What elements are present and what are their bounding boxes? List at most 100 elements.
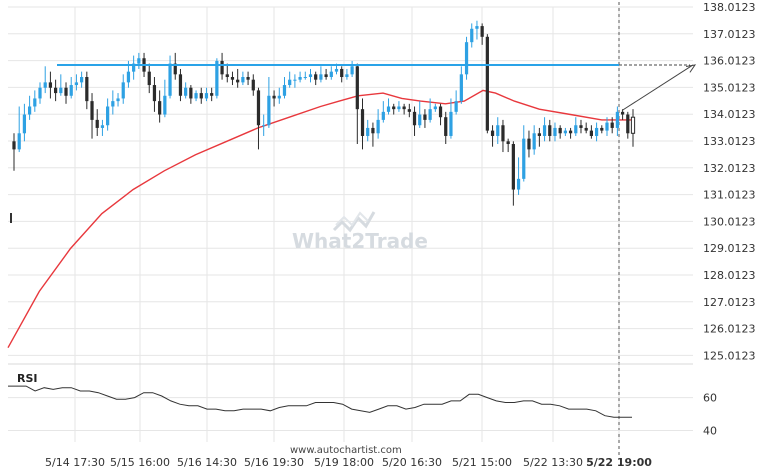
candle xyxy=(100,119,105,136)
candle xyxy=(381,101,385,123)
candle xyxy=(516,157,521,195)
projection-arrow xyxy=(621,64,694,111)
candle-body xyxy=(262,125,266,127)
candle xyxy=(615,106,620,136)
candle-body xyxy=(132,63,136,72)
candle xyxy=(548,119,552,142)
candle-body xyxy=(574,125,578,134)
candle xyxy=(194,90,198,102)
candle xyxy=(438,103,443,126)
candle xyxy=(574,117,578,136)
candle xyxy=(579,119,583,134)
candle xyxy=(69,77,73,99)
candle xyxy=(584,122,588,134)
candle xyxy=(225,63,229,83)
candle xyxy=(236,68,240,88)
candle-body xyxy=(542,125,547,136)
grid-lines xyxy=(8,2,693,455)
candle-body xyxy=(282,85,287,96)
candle xyxy=(106,98,110,131)
candle xyxy=(308,68,313,83)
y-tick-label: 134.0123 xyxy=(703,108,756,121)
rsi-panel: RSI 60 40 xyxy=(8,363,717,437)
candle-body xyxy=(366,127,370,136)
candle-body xyxy=(277,95,281,99)
candle xyxy=(85,71,89,110)
candle-body xyxy=(464,42,469,75)
candle-body xyxy=(95,119,99,128)
candle xyxy=(33,90,37,112)
candle-body xyxy=(199,93,203,99)
candle-body xyxy=(324,74,328,78)
candle-body xyxy=(189,87,193,99)
candle xyxy=(324,68,328,80)
candle-body xyxy=(428,109,432,120)
y-tick-label: 136.0123 xyxy=(703,55,756,68)
candle-body xyxy=(630,116,636,134)
candle xyxy=(532,125,536,155)
candle xyxy=(506,138,510,153)
candle-body xyxy=(615,111,620,128)
candle-body xyxy=(454,101,458,112)
candle-body xyxy=(319,74,323,80)
candle-body xyxy=(584,127,588,131)
candle xyxy=(48,71,53,99)
candle-body xyxy=(610,122,614,128)
y-tick-label: 133.0123 xyxy=(703,135,756,148)
candle xyxy=(27,95,32,120)
candle xyxy=(199,87,203,104)
candle xyxy=(267,77,271,128)
candle-body xyxy=(511,144,515,190)
candle xyxy=(319,66,323,83)
y-tick-label: 137.0123 xyxy=(703,28,756,41)
candle xyxy=(256,87,261,150)
candle xyxy=(360,98,365,150)
candle-body xyxy=(626,114,630,134)
y-axis: 138.0123 137.0123 136.0123 135.0123 134.0123… xyxy=(703,1,756,362)
candle-body xyxy=(293,79,297,81)
candle-body xyxy=(568,130,573,134)
candle-body xyxy=(329,71,333,78)
candle xyxy=(272,90,276,107)
candle-body xyxy=(620,111,625,115)
candle xyxy=(605,117,609,136)
candle-body xyxy=(33,98,37,107)
candle xyxy=(392,103,396,115)
candle xyxy=(22,103,27,142)
candle-body xyxy=(350,66,354,75)
candle-body xyxy=(579,125,583,128)
projection-arrowhead xyxy=(686,64,697,73)
x-tick-label: 5/22 13:30 xyxy=(523,456,583,469)
candle-body xyxy=(397,106,401,110)
candle-body xyxy=(90,101,94,120)
candle xyxy=(537,127,541,147)
candle xyxy=(64,82,68,104)
candle-body xyxy=(204,93,209,99)
candle-body xyxy=(194,93,198,99)
source-text: www.autochartist.com xyxy=(290,445,402,456)
candle-body xyxy=(345,74,349,78)
candle-body xyxy=(116,98,120,102)
candle-body xyxy=(178,74,183,96)
candle-body xyxy=(64,87,68,96)
candle-body xyxy=(85,77,89,102)
candle-body xyxy=(210,93,214,96)
candle-body xyxy=(168,63,172,96)
candle xyxy=(563,127,567,136)
candle-body xyxy=(558,127,562,134)
candle-body xyxy=(106,106,110,126)
candle-body xyxy=(553,127,557,136)
candle xyxy=(17,106,21,153)
candle xyxy=(366,119,370,142)
candle-body xyxy=(475,26,479,29)
candle xyxy=(589,125,593,139)
candle xyxy=(168,55,172,99)
y-tick-label: 128.0123 xyxy=(703,269,756,282)
candle xyxy=(626,111,630,139)
candle-body xyxy=(163,95,167,115)
candle xyxy=(496,117,500,145)
candle xyxy=(210,87,214,102)
candle-body xyxy=(27,106,32,115)
candle xyxy=(59,74,63,96)
